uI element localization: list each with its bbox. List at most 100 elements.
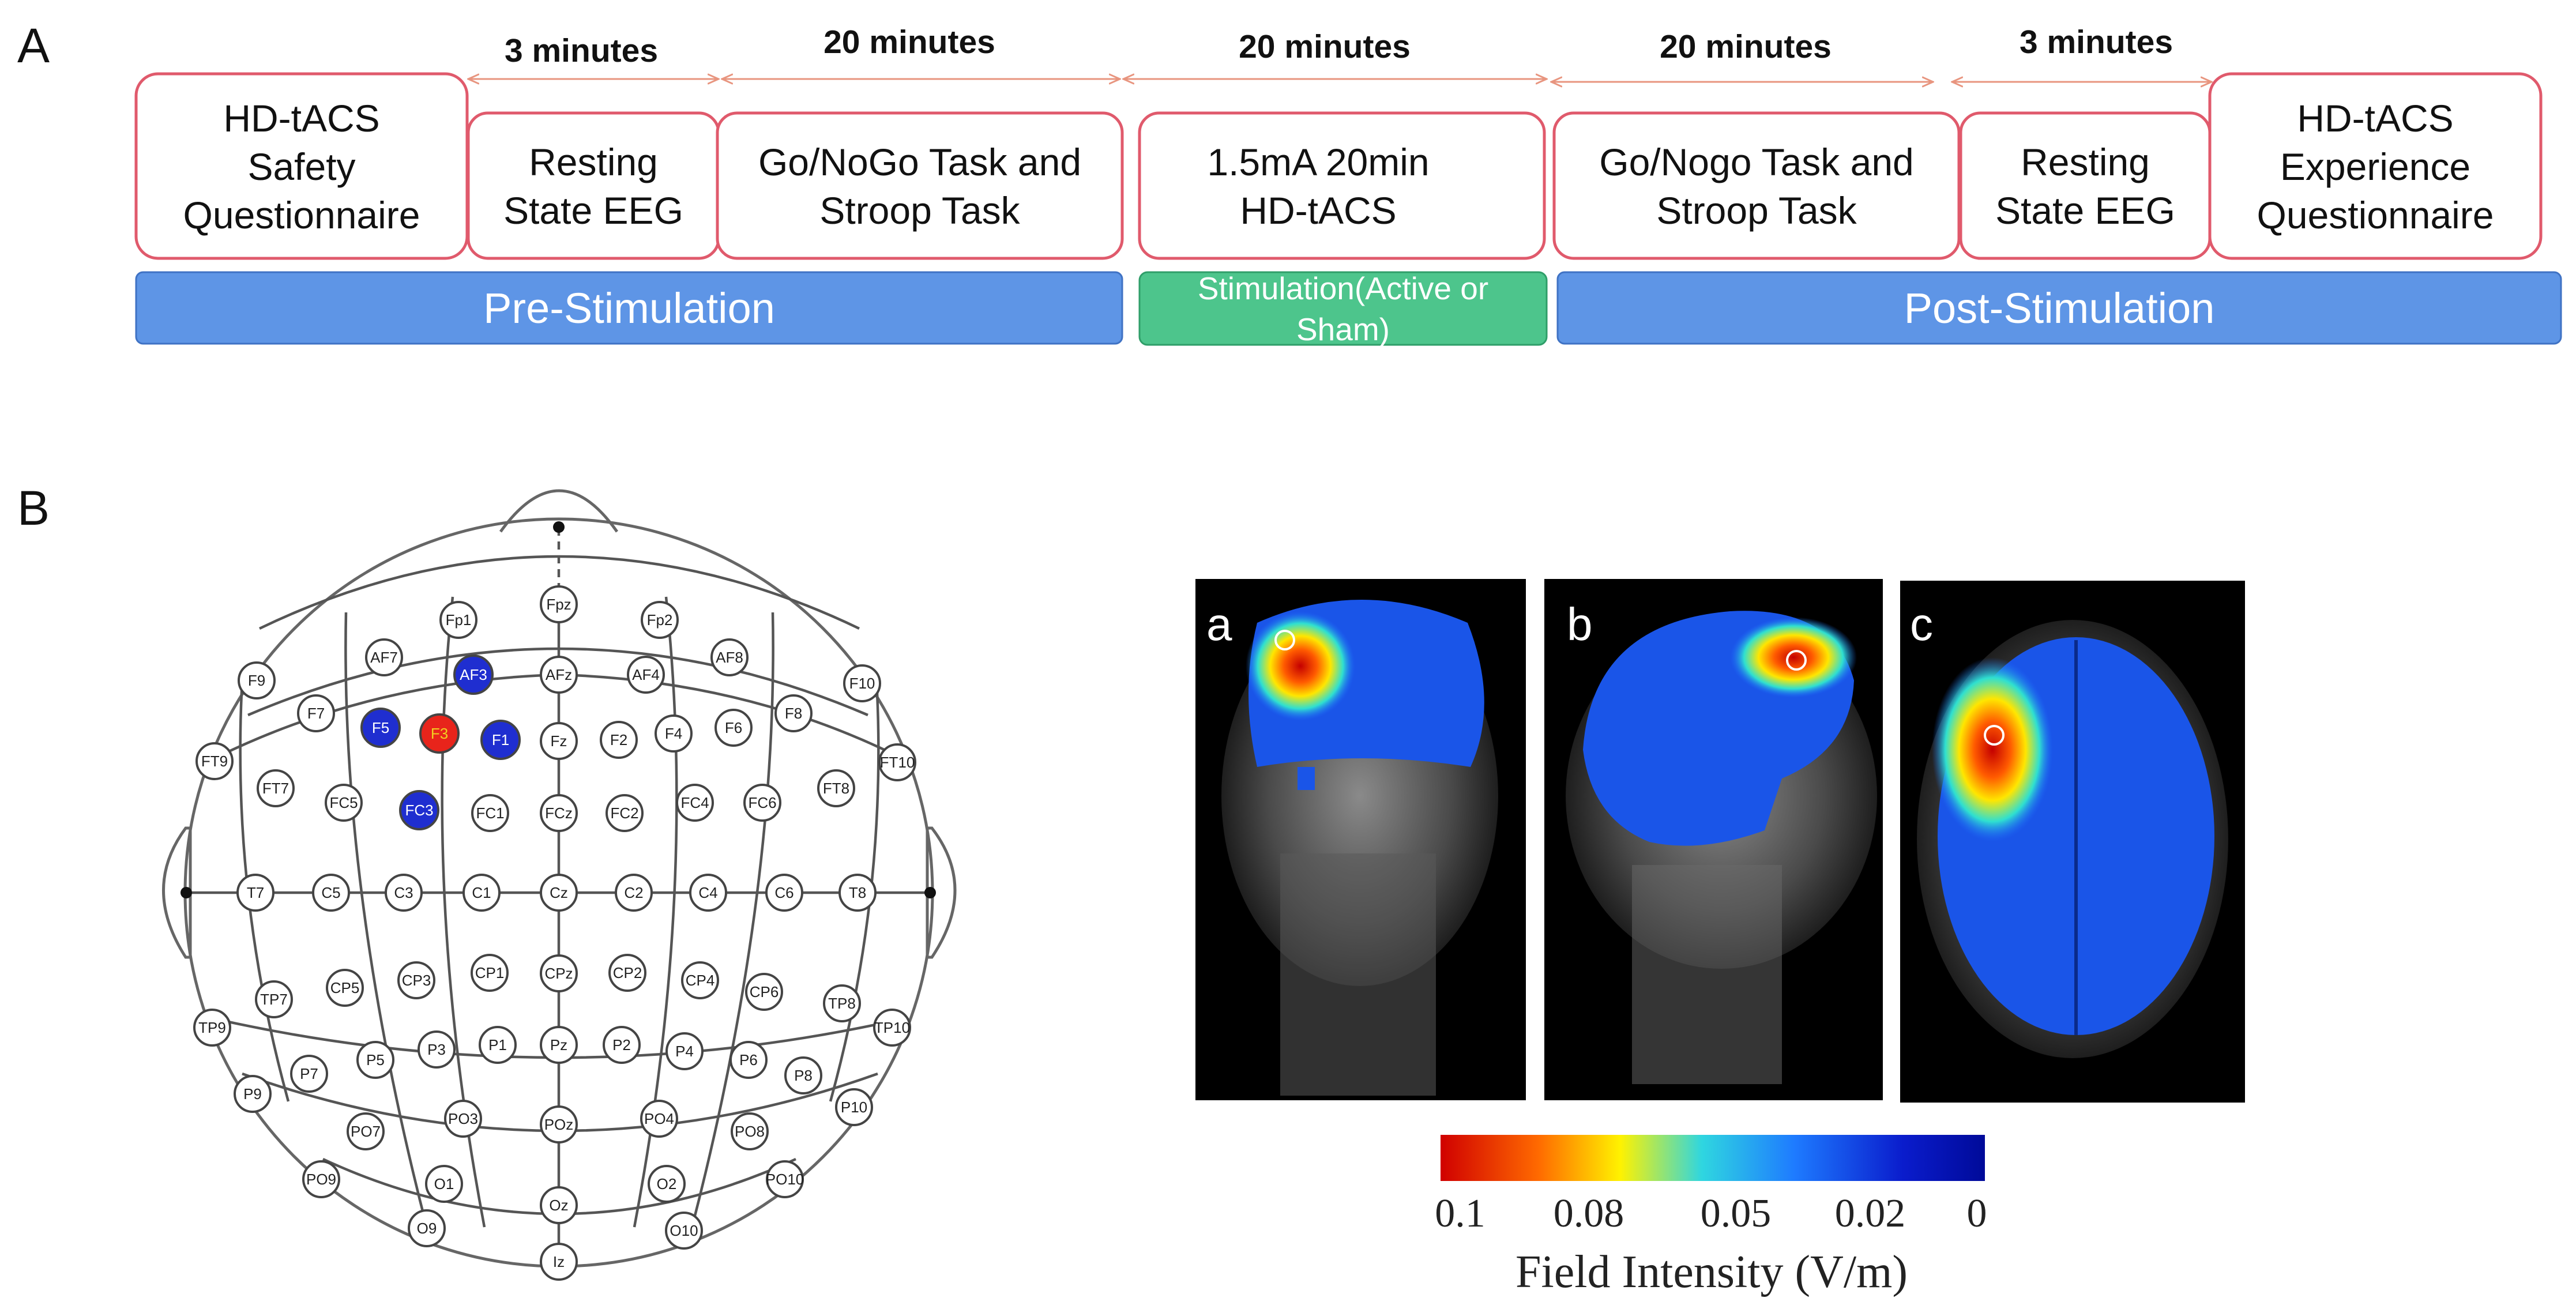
electrode-c4-marker — [689, 874, 727, 912]
electrode-af8-marker — [710, 638, 749, 676]
electrode-fcz: FCz — [540, 794, 578, 832]
electrode-po3: PO3 — [444, 1100, 482, 1138]
electrode-c1-label: C1 — [472, 884, 491, 901]
electrode-cp3-label: CP3 — [402, 972, 431, 989]
electrode-o10-marker — [665, 1212, 703, 1250]
electrode-p10-marker — [835, 1088, 873, 1126]
colorbar-gradient — [1441, 1135, 1985, 1181]
electrode-cpz-label: CPz — [544, 965, 573, 982]
electrodes: Fpz AFz Fz FCz Cz CPz Pz POz Oz Iz Fp1 AF7 AF3 F9 F7 F5… — [193, 585, 916, 1281]
electrode-p4-label: P4 — [675, 1043, 694, 1060]
electrode-fcz-label: FCz — [545, 804, 573, 822]
electrode-poz: POz — [540, 1105, 578, 1144]
stimulation-bar: Stimulation(Active or Sham) — [1138, 270, 1548, 347]
electrode-t8-label: T8 — [849, 884, 866, 901]
step-box-5: Go/Nogo Task and Stroop Task — [1552, 111, 1961, 260]
electrode-cp4: CP4 — [681, 961, 719, 999]
electrode-poz-label: POz — [544, 1116, 574, 1133]
panel-a-timeline: A 3 minutes 20 minutes 20 minutes 20 min… — [17, 18, 2562, 347]
electrode-ft10: FT10 — [878, 743, 916, 781]
electrode-fp1-label: Fp1 — [446, 611, 472, 629]
electrode-o10-label: O10 — [670, 1222, 698, 1239]
electrode-p7-marker — [290, 1055, 328, 1093]
electrode-oz: Oz — [540, 1186, 578, 1224]
electrode-c5-marker — [312, 874, 350, 912]
electrode-t8: T8 — [838, 874, 877, 912]
electrode-p8: P8 — [784, 1056, 822, 1094]
electrode-c4: C4 — [689, 874, 727, 912]
electrode-p2-label: P2 — [612, 1036, 631, 1054]
electrode-fc6-marker — [743, 784, 781, 822]
electrode-cp5: CP5 — [326, 969, 364, 1007]
electrode-p5-marker — [356, 1041, 394, 1079]
electrode-p2: P2 — [603, 1026, 641, 1064]
electrode-f4: F4 — [655, 714, 693, 753]
electrode-ft7: FT7 — [257, 769, 295, 807]
electrode-tp7: TP7 — [255, 980, 293, 1018]
electrode-t7: T7 — [236, 874, 274, 912]
step-box-4-line-2: HD-tACS — [1240, 189, 1396, 232]
electrode-cp2-label: CP2 — [613, 964, 642, 981]
electrode-cp1-marker — [471, 954, 509, 992]
pre-stimulation-bar: Pre-Stimulation — [135, 271, 1123, 345]
left-preauricular-dot — [180, 887, 192, 898]
electrode-f7: F7 — [297, 694, 335, 732]
step-box-1-line-2: Safety — [247, 145, 355, 188]
mri-panel-a: a — [1195, 579, 1526, 1100]
electrode-fc3-marker — [399, 790, 439, 830]
electrode-cp5-marker — [326, 969, 364, 1007]
electrode-cz-marker — [540, 874, 578, 912]
electrode-po4-label: PO4 — [644, 1110, 674, 1127]
pre-stimulation-label: Pre-Stimulation — [483, 284, 775, 332]
post-stimulation-bar: Post-Stimulation — [1556, 271, 2562, 345]
mri-panel-c: c — [1900, 581, 2245, 1103]
duration-labels: 3 minutes 20 minutes 20 minutes 20 minut… — [505, 24, 2173, 69]
electrode-oz-label: Oz — [549, 1197, 568, 1214]
electrode-cp6-marker — [745, 973, 783, 1011]
electrode-iz: Iz — [540, 1243, 578, 1281]
electrode-f8-label: F8 — [785, 705, 802, 722]
step-box-2-line-2: State EEG — [503, 189, 683, 232]
electrode-ft9: FT9 — [195, 742, 234, 780]
right-ear-outline — [926, 826, 957, 959]
electrode-af7: AF7 — [365, 638, 403, 676]
electrode-fz: Fz — [540, 722, 578, 760]
electrode-p8-marker — [784, 1056, 822, 1094]
electrode-c1: C1 — [462, 874, 501, 912]
stimulation-label-line-2: Sham) — [1296, 311, 1390, 347]
electrode-po9-marker — [302, 1160, 340, 1198]
electrode-p8-label: P8 — [794, 1067, 813, 1084]
electrode-p6-label: P6 — [739, 1051, 758, 1069]
electrode-f3-label: F3 — [431, 725, 448, 742]
electrode-f10: F10 — [843, 664, 881, 702]
colorbar-tick-3: 0.02 — [1835, 1191, 1906, 1236]
electrode-cp6: CP6 — [745, 973, 783, 1011]
electrode-fz-marker — [540, 722, 578, 760]
electrode-po8-marker — [731, 1112, 769, 1150]
electrode-f10-label: F10 — [849, 675, 875, 692]
electrode-c6: C6 — [765, 874, 803, 912]
electrode-afz-label: AFz — [546, 666, 572, 683]
electrode-c1-marker — [462, 874, 501, 912]
mri-view-a-label: a — [1206, 599, 1232, 650]
electrode-cp6-label: CP6 — [750, 983, 779, 1000]
electrode-t8-marker — [838, 874, 877, 912]
electrode-af8: AF8 — [710, 638, 749, 676]
electrode-fc3: FC3 — [399, 790, 439, 830]
electrode-p9-marker — [234, 1075, 272, 1113]
eeg-head-map: Fpz AFz Fz FCz Cz CPz Pz POz Oz Iz Fp1 AF7 AF3 F9 F7 F5… — [162, 489, 957, 1281]
electrode-f1: F1 — [480, 720, 521, 760]
electrode-cz: Cz — [540, 874, 578, 912]
electrode-f4-marker — [655, 714, 693, 753]
electrode-c3: C3 — [385, 874, 423, 912]
electrode-f1-label: F1 — [492, 731, 509, 748]
electrode-cp4-label: CP4 — [686, 972, 715, 989]
electrode-afz-marker — [540, 656, 578, 694]
step-box-2: Resting State EEG — [467, 111, 720, 260]
electrode-f6-marker — [714, 709, 753, 747]
step-box-6-line-2: State EEG — [1995, 189, 2175, 232]
electrode-fc4-label: FC4 — [680, 794, 709, 811]
electrode-af3: AF3 — [453, 654, 494, 695]
electrode-af4: AF4 — [627, 656, 665, 694]
